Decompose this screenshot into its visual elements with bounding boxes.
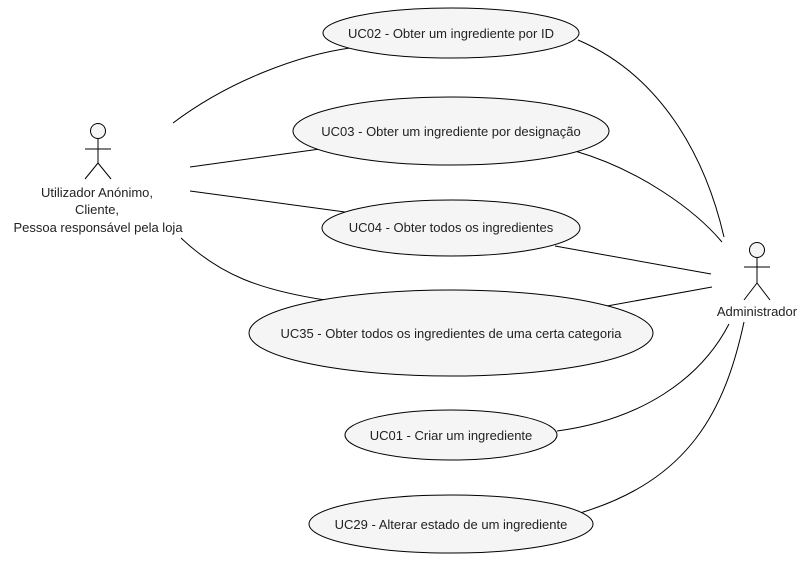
use-case-label: UC02 - Obter um ingrediente por ID bbox=[348, 26, 554, 41]
actor-label: Administrador bbox=[717, 304, 798, 319]
use-case-label: UC35 - Obter todos os ingredientes de um… bbox=[280, 326, 622, 341]
actor-label-line-1: Utilizador Anónimo, bbox=[41, 185, 153, 200]
association-right-uc04 bbox=[554, 245, 712, 275]
actor-stick-figure-icon bbox=[743, 242, 771, 301]
use-case-ellipse[interactable] bbox=[344, 409, 558, 461]
use-case-label: UC29 - Alterar estado de um ingrediente bbox=[335, 517, 568, 532]
left-actor-associations bbox=[172, 47, 351, 301]
use-case-uc01[interactable]: UC01 - Criar um ingrediente bbox=[344, 409, 558, 461]
use-case-ellipse[interactable] bbox=[322, 7, 580, 59]
association-right-uc35 bbox=[606, 286, 713, 307]
actor-left[interactable]: Utilizador Anónimo, Cliente, Pessoa resp… bbox=[13, 123, 183, 236]
use-case-ellipse[interactable] bbox=[292, 96, 610, 166]
use-case-ellipse[interactable] bbox=[308, 494, 594, 554]
actor-right[interactable]: Administrador bbox=[717, 242, 798, 320]
use-case-uc02[interactable]: UC02 - Obter um ingrediente por ID bbox=[322, 7, 580, 59]
use-case-label: UC03 - Obter um ingrediente por designaç… bbox=[321, 124, 580, 139]
actor-label-line-3: Pessoa responsável pela loja bbox=[13, 220, 183, 235]
association-left-uc35 bbox=[180, 237, 326, 301]
use-case-ellipse[interactable] bbox=[321, 199, 581, 257]
association-right-uc02 bbox=[577, 39, 725, 238]
use-case-uc03[interactable]: UC03 - Obter um ingrediente por designaç… bbox=[292, 96, 610, 166]
use-case-ellipse[interactable] bbox=[248, 289, 654, 377]
use-case-label: UC04 - Obter todos os ingredientes bbox=[349, 220, 554, 235]
right-actor-associations bbox=[554, 39, 745, 514]
association-right-uc29 bbox=[579, 321, 745, 514]
association-right-uc01 bbox=[556, 323, 730, 432]
actor-stick-figure-icon bbox=[84, 123, 112, 180]
use-case-uc29[interactable]: UC29 - Alterar estado de um ingrediente bbox=[308, 494, 594, 554]
association-left-uc02 bbox=[172, 47, 351, 124]
use-case-uc04[interactable]: UC04 - Obter todos os ingredientes bbox=[321, 199, 581, 257]
association-left-uc04 bbox=[189, 190, 346, 213]
association-right-uc03 bbox=[574, 150, 723, 243]
use-case-label: UC01 - Criar um ingrediente bbox=[370, 428, 533, 443]
actor-label-line-2: Cliente, bbox=[75, 202, 119, 217]
association-left-uc03 bbox=[189, 148, 321, 168]
use-case-uc35[interactable]: UC35 - Obter todos os ingredientes de um… bbox=[248, 289, 654, 377]
